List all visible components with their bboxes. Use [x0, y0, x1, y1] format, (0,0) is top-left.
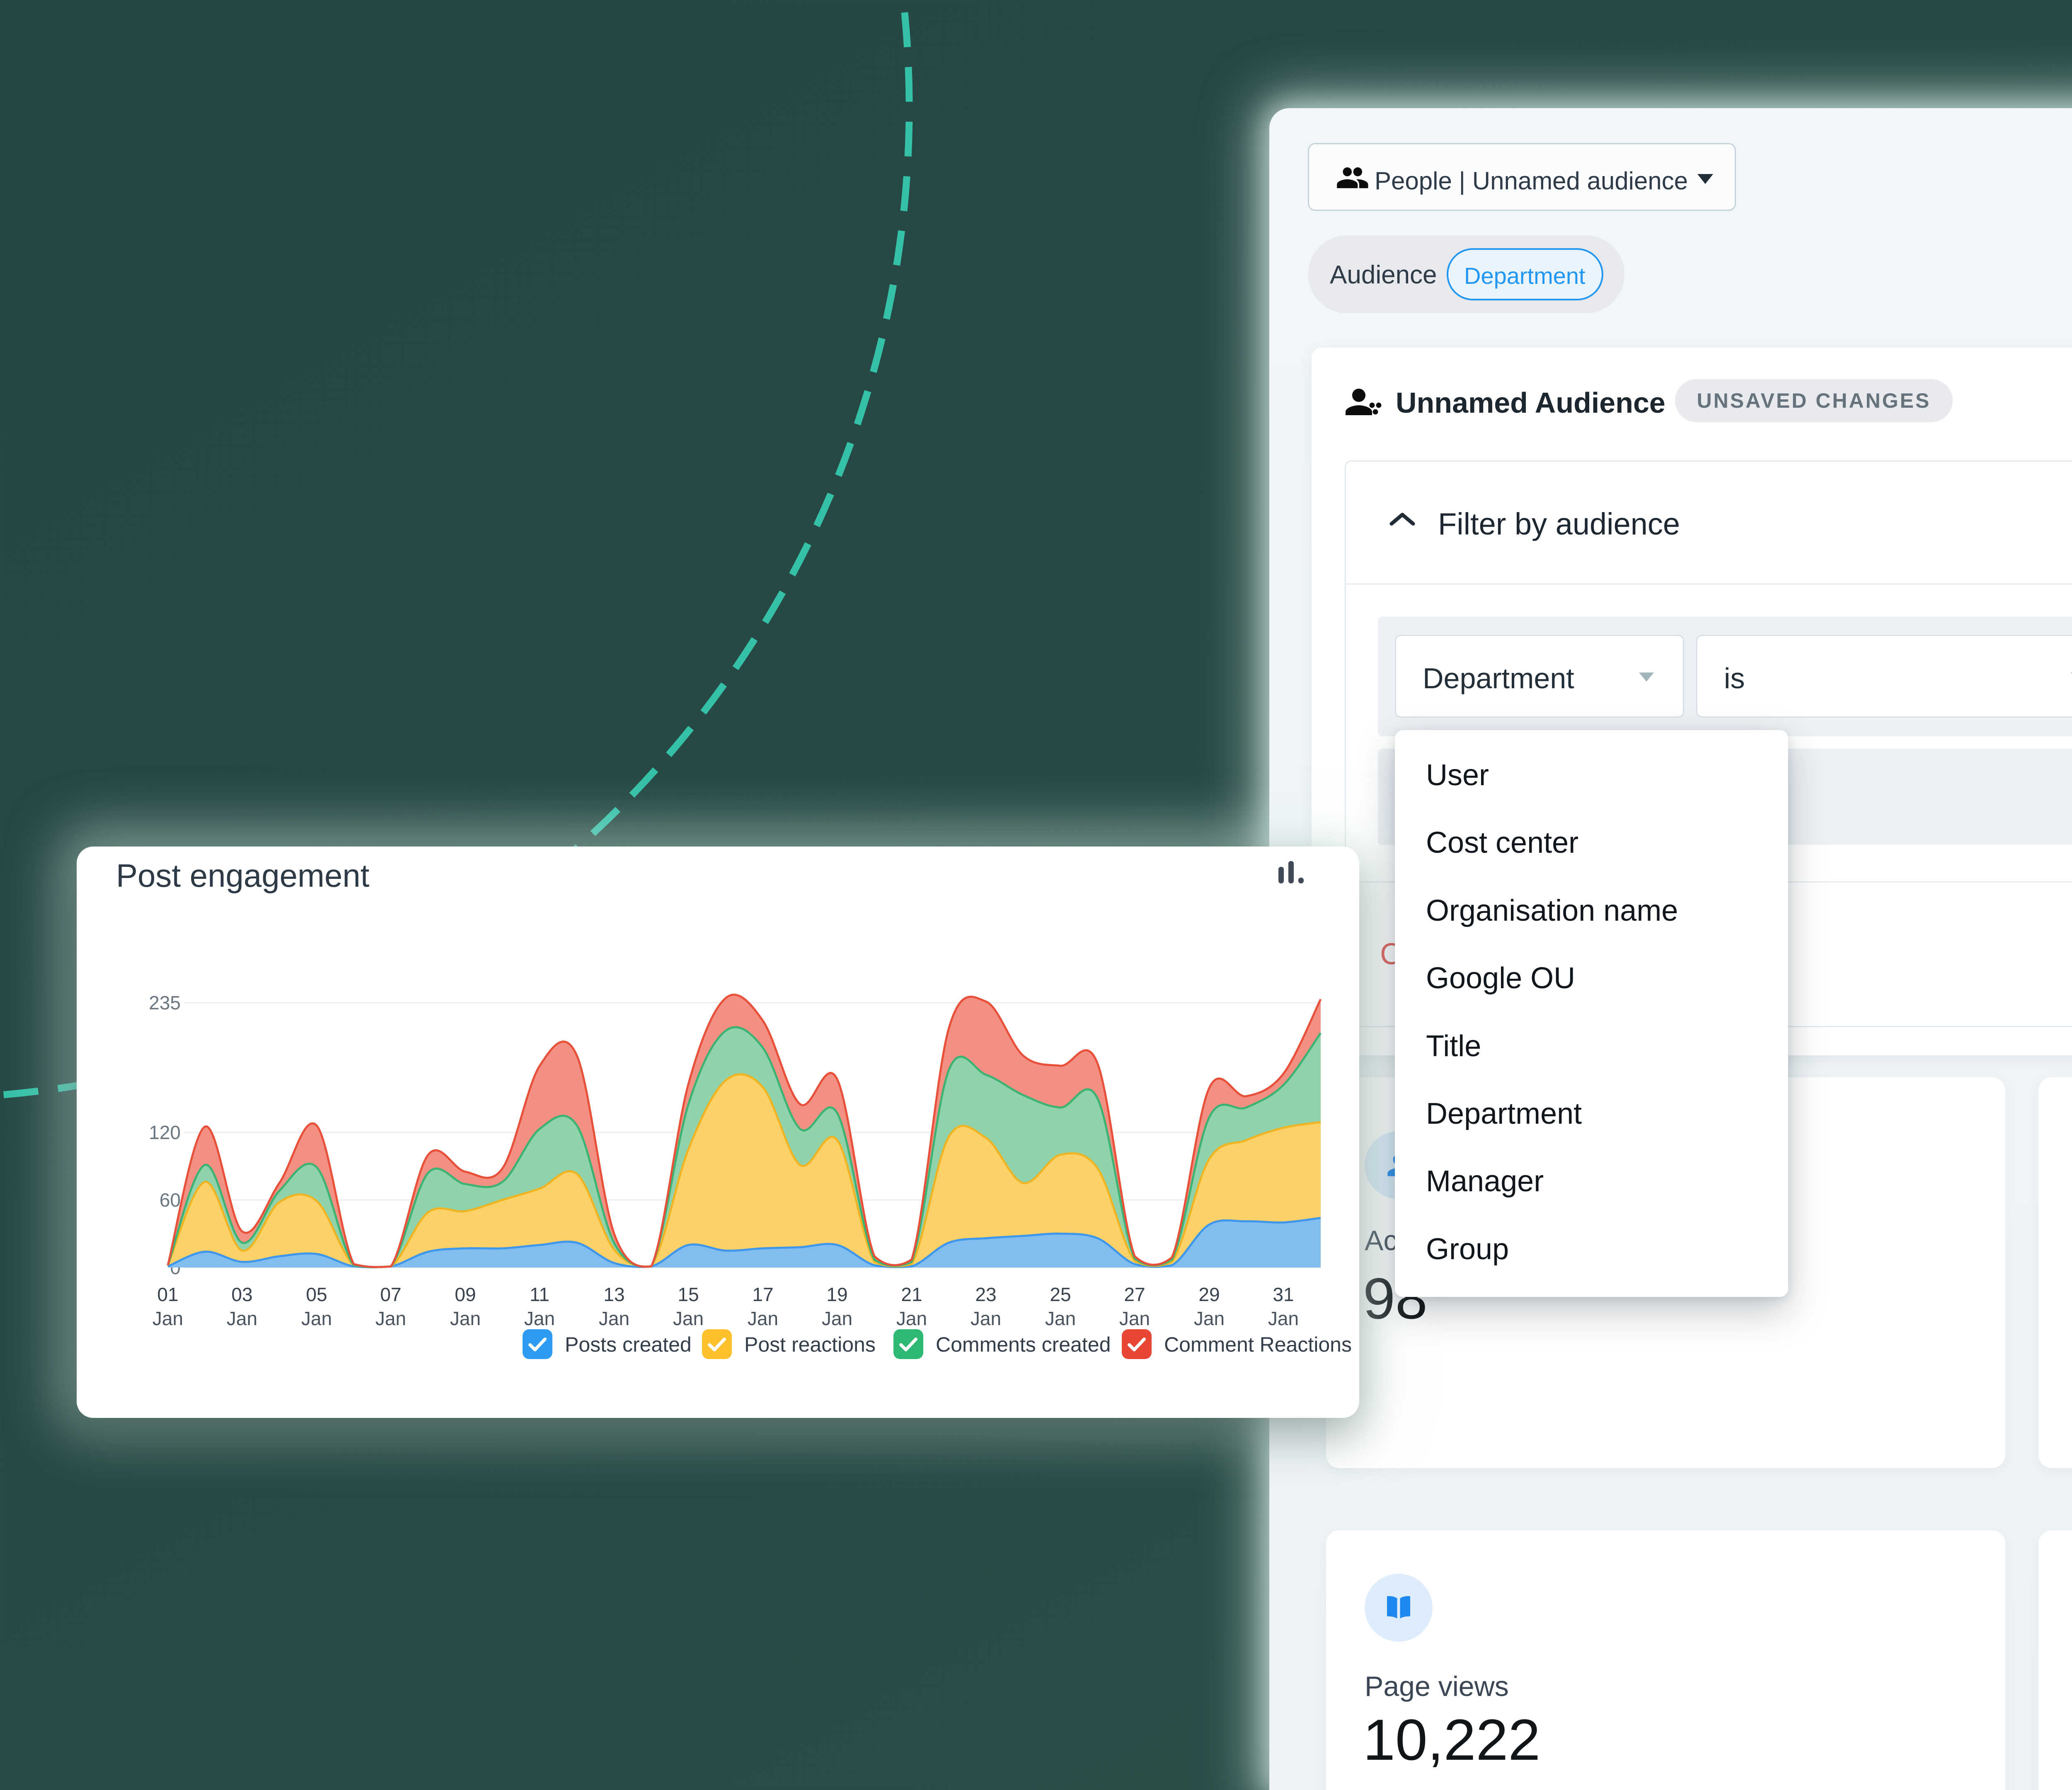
svg-text:Jan: Jan	[748, 1308, 778, 1329]
svg-text:19: 19	[826, 1284, 847, 1305]
svg-text:Jan: Jan	[301, 1308, 332, 1329]
svg-text:Jan: Jan	[524, 1308, 555, 1329]
svg-text:120: 120	[149, 1122, 181, 1143]
svg-text:Jan: Jan	[673, 1308, 704, 1329]
svg-text:21: 21	[901, 1284, 922, 1305]
svg-text:05: 05	[306, 1284, 327, 1305]
svg-text:Jan: Jan	[1119, 1308, 1150, 1329]
svg-text:Jan: Jan	[450, 1308, 481, 1329]
svg-text:31: 31	[1273, 1284, 1294, 1305]
svg-text:Jan: Jan	[822, 1308, 852, 1329]
svg-text:Jan: Jan	[1045, 1308, 1076, 1329]
svg-text:11: 11	[530, 1284, 549, 1305]
svg-text:17: 17	[752, 1284, 773, 1305]
svg-text:15: 15	[678, 1284, 699, 1305]
svg-text:Jan: Jan	[1268, 1308, 1299, 1329]
svg-text:Jan: Jan	[227, 1308, 257, 1329]
svg-text:60: 60	[160, 1189, 181, 1211]
svg-text:Jan: Jan	[152, 1308, 183, 1329]
svg-text:Jan: Jan	[599, 1308, 629, 1329]
svg-text:13: 13	[603, 1284, 625, 1305]
svg-text:09: 09	[455, 1284, 476, 1305]
svg-text:25: 25	[1050, 1284, 1071, 1305]
svg-text:Jan: Jan	[1194, 1308, 1225, 1329]
svg-text:01: 01	[157, 1284, 178, 1305]
svg-text:29: 29	[1198, 1284, 1220, 1305]
svg-text:07: 07	[380, 1284, 401, 1305]
svg-text:27: 27	[1124, 1284, 1145, 1305]
svg-text:235: 235	[149, 992, 181, 1014]
svg-text:Jan: Jan	[375, 1308, 406, 1329]
svg-text:Jan: Jan	[896, 1308, 927, 1329]
svg-text:Jan: Jan	[971, 1308, 1001, 1329]
svg-text:03: 03	[231, 1284, 252, 1305]
svg-text:23: 23	[975, 1284, 996, 1305]
